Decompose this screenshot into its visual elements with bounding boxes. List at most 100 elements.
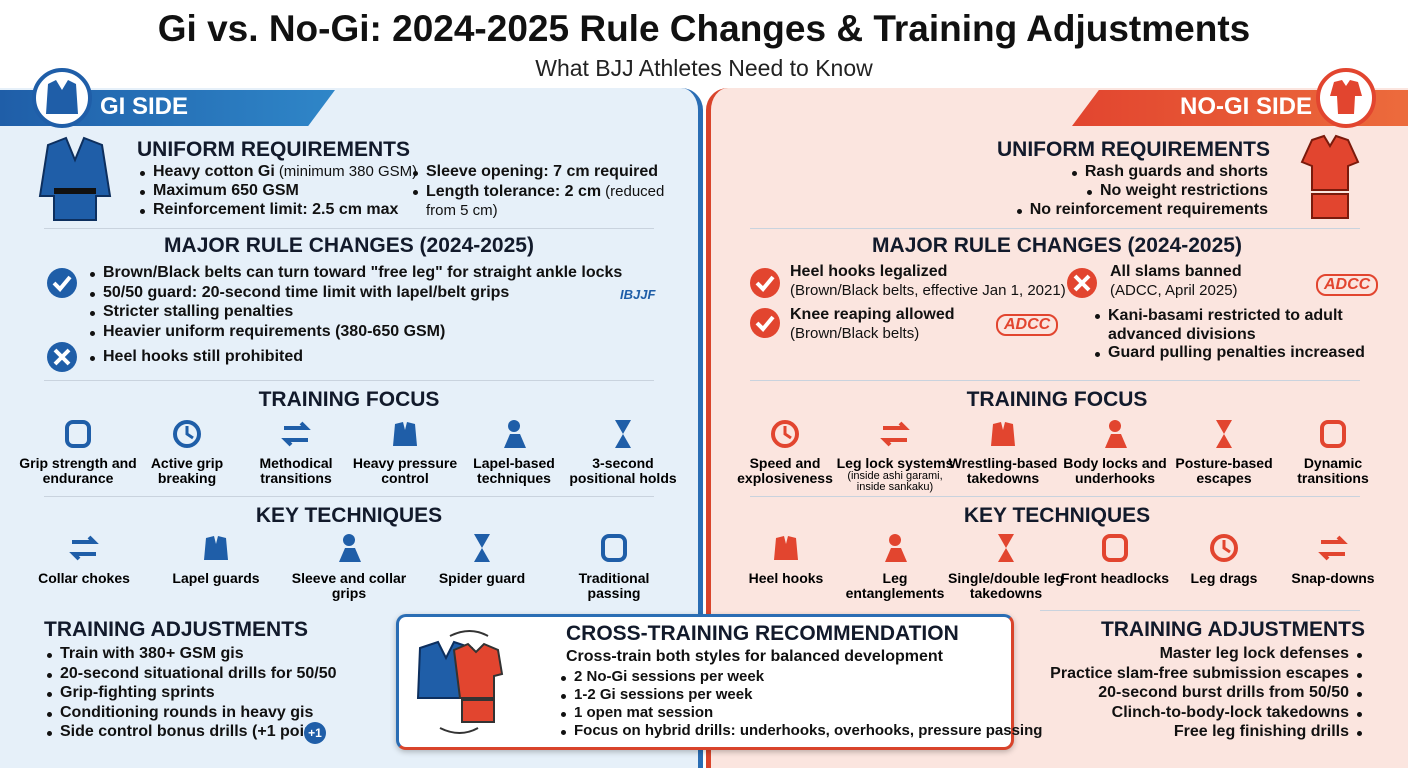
item-text: Heel hooks legalized <box>790 263 948 280</box>
technique-label: Lapel guards <box>172 570 260 586</box>
icon <box>1210 534 1238 562</box>
cross-illustration <box>416 630 504 734</box>
item-text: Rash guards and shorts <box>1084 163 1268 180</box>
list-item: Side control bonus drills (+1 point) <box>44 723 324 741</box>
list-item: Focus on hybrid drills: underhooks, over… <box>558 722 1042 739</box>
focus-label: Grip strength and endurance <box>19 455 137 486</box>
icon <box>65 420 91 448</box>
side-label: GI SIDE <box>100 93 189 120</box>
icon <box>601 534 627 562</box>
logo: IBJJF <box>620 287 656 302</box>
cross-lead: Cross-train both styles for balanced dev… <box>566 648 943 665</box>
icon <box>339 534 361 562</box>
item-note: (inside ashi garami, inside sankaku) <box>847 470 943 493</box>
item-text: Body locks and underhooks <box>1063 455 1167 486</box>
focus-label: Leg lock systems (inside ashi garami, ins… <box>835 456 955 493</box>
technique-label: Traditional passing <box>578 570 650 601</box>
icon <box>880 421 910 447</box>
technique-label: Leg drags <box>1190 570 1258 586</box>
logo: ADCC <box>1316 274 1379 296</box>
icon <box>281 421 311 447</box>
icon <box>750 308 780 338</box>
section-title: MAJOR RULE CHANGES (2024-2025) <box>872 234 1242 257</box>
icon <box>504 420 526 448</box>
item-text: Heavy cotton Gi <box>153 163 275 180</box>
divider <box>750 496 1360 497</box>
divider <box>44 496 654 497</box>
focus-label: Heavy pressure control <box>352 455 458 486</box>
badge: +1 <box>304 722 326 744</box>
focus-label: Body locks and underhooks <box>1055 456 1175 486</box>
list-item: Heavier uniform requirements (380-650 GS… <box>87 323 445 341</box>
focus-label: Active grip breaking <box>150 455 224 486</box>
icon <box>69 535 99 561</box>
item-text: All slams banned <box>1110 263 1242 280</box>
icon <box>474 534 490 562</box>
focus-label: Wrestling-based takedowns <box>943 456 1063 486</box>
divider <box>44 228 654 229</box>
icon <box>393 422 417 446</box>
title: Gi vs. No-Gi: 2024-2025 Rule Changes & T… <box>157 8 1251 49</box>
icon <box>615 420 631 448</box>
focus-label: Dynamic transitions <box>1273 456 1393 486</box>
focus-label: Methodical transitions <box>259 455 333 486</box>
section-title: TRAINING FOCUS <box>966 388 1148 411</box>
icon <box>173 420 201 448</box>
item-text: No weight restrictions <box>1099 182 1268 199</box>
section-title: UNIFORM REQUIREMENTS <box>997 138 1270 161</box>
technique-label: Sleeve and collar grips <box>291 570 407 601</box>
item-note: (ADCC, April 2025) <box>1110 282 1238 299</box>
list-item: Free leg finishing drills <box>1174 723 1365 741</box>
list-item: Clinch-to-body-lock takedowns <box>1112 704 1365 722</box>
list-item: Conditioning rounds in heavy gis <box>44 704 313 722</box>
list-item: Stricter stalling penalties <box>87 303 293 321</box>
focus-label: Lapel-based techniques <box>473 455 555 486</box>
list-item: Master leg lock defenses <box>1160 645 1365 663</box>
item-text: Speed and explosiveness <box>737 455 833 486</box>
icon <box>774 536 798 560</box>
list-item: 1-2 Gi sessions per week <box>558 686 752 703</box>
icon <box>750 268 780 298</box>
section-title: TRAINING FOCUS <box>258 388 440 411</box>
subtitle: What BJJ Athletes Need to Know <box>535 55 873 81</box>
item-note: (minimum 380 GSM) <box>278 163 418 180</box>
cross-box <box>396 614 1014 750</box>
list-item: Maximum 650 GSM <box>137 182 299 200</box>
list-item: Guard pulling penalties increased <box>1092 344 1365 362</box>
list-item: Length tolerance: 2 cm (reduced from 5 cm… <box>410 182 666 220</box>
cross-title: CROSS-TRAINING RECOMMENDATION <box>566 622 959 645</box>
technique-label: Heel hooks <box>748 570 824 586</box>
technique-label: Single/double leg takedowns <box>948 570 1064 601</box>
divider <box>1040 610 1360 611</box>
divider <box>750 228 1360 229</box>
section-title: MAJOR RULE CHANGES (2024-2025) <box>164 234 534 257</box>
item-text: Reinforcement limit: 2.5 cm max <box>153 201 399 218</box>
section-title: TRAINING ADJUSTMENTS <box>44 618 309 641</box>
logo: ADCC <box>996 314 1059 336</box>
item-text: No reinforcement requirements <box>1029 201 1268 218</box>
item-text: Length tolerance: 2 cm <box>426 183 602 200</box>
list-item: 2 No-Gi sessions per week <box>558 668 764 685</box>
divider <box>44 380 654 381</box>
item-note: (Brown/Black belts, effective Jan 1, 202… <box>790 282 1066 299</box>
list-item: Grip-fighting sprints <box>44 684 215 702</box>
list-item: Kani-basami restricted to adult advanced… <box>1092 306 1358 344</box>
icon <box>47 342 77 372</box>
section-title: KEY TECHNIQUES <box>255 504 443 527</box>
icon <box>991 422 1015 446</box>
focus-label: Speed and explosiveness <box>725 456 845 486</box>
icon <box>204 536 228 560</box>
list-item: Brown/Black belts can turn toward "free … <box>87 264 622 282</box>
list-item: 20-second burst drills from 50/50 <box>1098 684 1365 702</box>
section-title: UNIFORM REQUIREMENTS <box>137 138 410 161</box>
technique-label: Snap-downs <box>1291 570 1375 586</box>
side-label: NO-GI SIDE <box>1180 93 1313 120</box>
icon <box>1320 420 1346 448</box>
icon <box>1067 268 1097 298</box>
list-item: Practice slam-free submission escapes <box>1050 665 1365 683</box>
icon <box>1102 534 1128 562</box>
list-item: Heavy cotton Gi (minimum 380 GSM) <box>137 163 417 181</box>
technique-label: Collar chokes <box>38 570 130 586</box>
item-text: Posture-based escapes <box>1175 455 1273 486</box>
